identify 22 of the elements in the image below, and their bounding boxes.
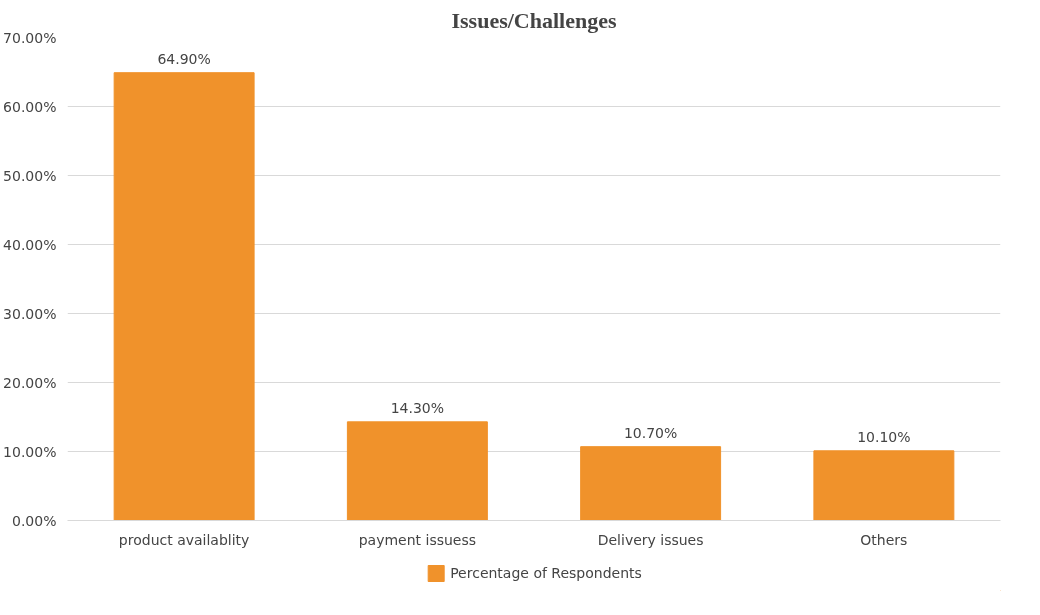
chart-title: Issues/Challenges <box>451 7 617 33</box>
y-tick-label: 60.00% <box>3 98 57 115</box>
x-tick-label: Delivery issues <box>597 531 704 548</box>
bar <box>346 421 488 521</box>
y-tick-label: 10.00% <box>3 443 57 460</box>
bar <box>113 72 255 521</box>
y-tick-label: 0.00% <box>12 512 57 529</box>
legend-label: Percentage of Respondents <box>450 564 642 581</box>
y-tick-label: 40.00% <box>3 236 57 253</box>
y-tick-label: 20.00% <box>3 374 57 391</box>
bar <box>813 450 955 521</box>
x-tick-label: product availablity <box>118 531 250 548</box>
data-label: 10.70% <box>623 424 678 441</box>
bar <box>580 446 722 521</box>
y-tick-label: 30.00% <box>3 305 57 322</box>
y-tick-label: 70.00% <box>3 29 57 46</box>
data-label: 10.10% <box>857 428 911 445</box>
x-tick-label: payment issuess <box>358 531 477 548</box>
data-label: 14.30% <box>390 399 445 416</box>
data-label: 64.90% <box>157 50 211 67</box>
y-tick-label: 50.00% <box>3 167 57 184</box>
x-tick-label: Others <box>860 531 908 548</box>
